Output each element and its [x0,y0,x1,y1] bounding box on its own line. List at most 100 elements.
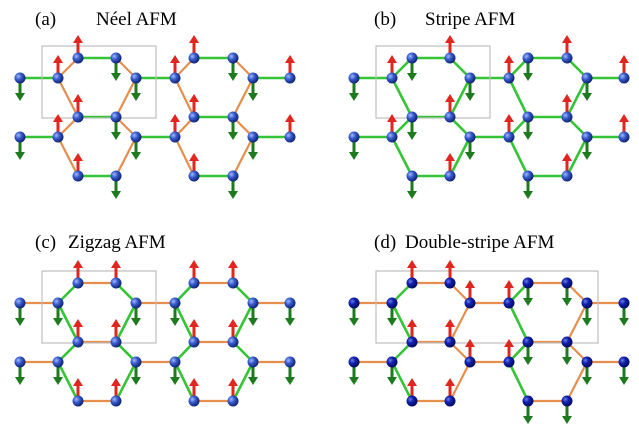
spin-up-arrow-head [53,114,63,122]
panel-title: Double-stripe AFM [405,232,554,253]
atom [284,297,296,309]
atom [130,131,142,143]
spin-down-arrow-head [131,318,141,326]
spin-down-arrow-head [562,298,572,306]
spin-up-arrow-head [504,339,514,347]
panel-title: Néel AFM [96,9,177,30]
atom [52,131,64,143]
atom [618,72,630,84]
spin-up-arrow-shaft [507,287,511,303]
spin-down-arrow-shaft [526,342,530,358]
spin-up-arrow-shaft [410,267,414,283]
spin-up-arrow-shaft [448,385,452,401]
spin-up-arrow-head [387,55,397,63]
atom [386,356,398,368]
spin-down-arrow-head [465,152,475,160]
spin-down-arrow-head [15,377,25,385]
atom [618,297,630,309]
atom [406,170,418,182]
spin-down-arrow-head [407,191,417,199]
spin-down-arrow-head [170,318,180,326]
spin-down-arrow-head [582,152,592,160]
atom [503,72,515,84]
spin-down-arrow-head [15,93,25,101]
atom [130,356,142,368]
panel-double-stripe-afm: (d) Double-stripe AFM [348,232,630,424]
panel-label: (b) [374,9,396,30]
atom [110,52,122,64]
spin-up-arrow-head [228,378,238,386]
atom [284,72,296,84]
spin-up-arrow-shaft [448,160,452,176]
atom [227,277,239,289]
atom [169,297,181,309]
atom [52,72,64,84]
spin-down-arrow-head [248,318,258,326]
spin-up-arrow-shaft [410,326,414,342]
spin-down-arrow-shaft [134,362,138,378]
antiferromagnetic-bond [390,301,414,344]
panel-label: (d) [374,232,396,253]
spin-down-arrow-head [15,152,25,160]
atom [561,52,573,64]
spin-down-arrow-shaft [18,78,22,94]
spin-down-arrow-head [228,73,238,81]
atom [386,131,398,143]
atom [581,131,593,143]
spin-down-arrow-shaft [526,176,530,192]
spin-down-arrow-shaft [526,283,530,299]
spin-down-arrow-head [523,416,533,424]
atom [464,131,476,143]
spin-up-arrow-shaft [448,101,452,117]
honeycomb-lattice [348,260,630,424]
atom [227,395,239,407]
spin-up-arrow-shaft [622,121,626,137]
spin-down-arrow-shaft [468,137,472,153]
atom [72,111,84,123]
spin-up-arrow-head [285,55,295,63]
spin-down-arrow-head [131,152,141,160]
atom [444,277,456,289]
unit-cell-box [41,270,157,344]
spin-down-arrow-shaft [585,78,589,94]
antiferromagnetic-bond [390,135,414,178]
spin-down-arrow-head [248,152,258,160]
spin-up-arrow-head [73,35,83,43]
spin-up-arrow-shaft [507,346,511,362]
spin-down-arrow-head [387,318,397,326]
atom [348,297,360,309]
atom [522,336,534,348]
spin-down-arrow-head [170,377,180,385]
atom [561,111,573,123]
spin-down-arrow-shaft [585,137,589,153]
spin-up-arrow-shaft [173,62,177,78]
spin-down-arrow-shaft [288,362,292,378]
spin-down-arrow-shaft [410,117,414,133]
antiferromagnetic-bond [507,360,530,403]
atom [227,170,239,182]
spin-down-arrow-shaft [231,117,235,133]
spin-down-arrow-shaft [585,303,589,319]
spin-up-arrow-shaft [507,121,511,137]
atom [464,297,476,309]
spin-down-arrow-head [523,132,533,140]
spin-up-arrow-shaft [468,287,472,303]
atom [444,336,456,348]
antiferromagnetic-bond [173,360,196,403]
spin-up-arrow-shaft [192,101,196,117]
atom [247,297,259,309]
atom [247,356,259,368]
spin-down-arrow-head [523,191,533,199]
spin-down-arrow-head [53,318,63,326]
spin-down-arrow-shaft [251,137,255,153]
atom [188,52,200,64]
spin-up-arrow-shaft [288,62,292,78]
spin-up-arrow-shaft [56,62,60,78]
spin-up-arrow-head [73,378,83,386]
atom [386,297,398,309]
spin-up-arrow-shaft [565,101,569,117]
antiferromagnetic-bond [448,76,472,119]
spin-down-arrow-shaft [565,283,569,299]
atom [169,131,181,143]
